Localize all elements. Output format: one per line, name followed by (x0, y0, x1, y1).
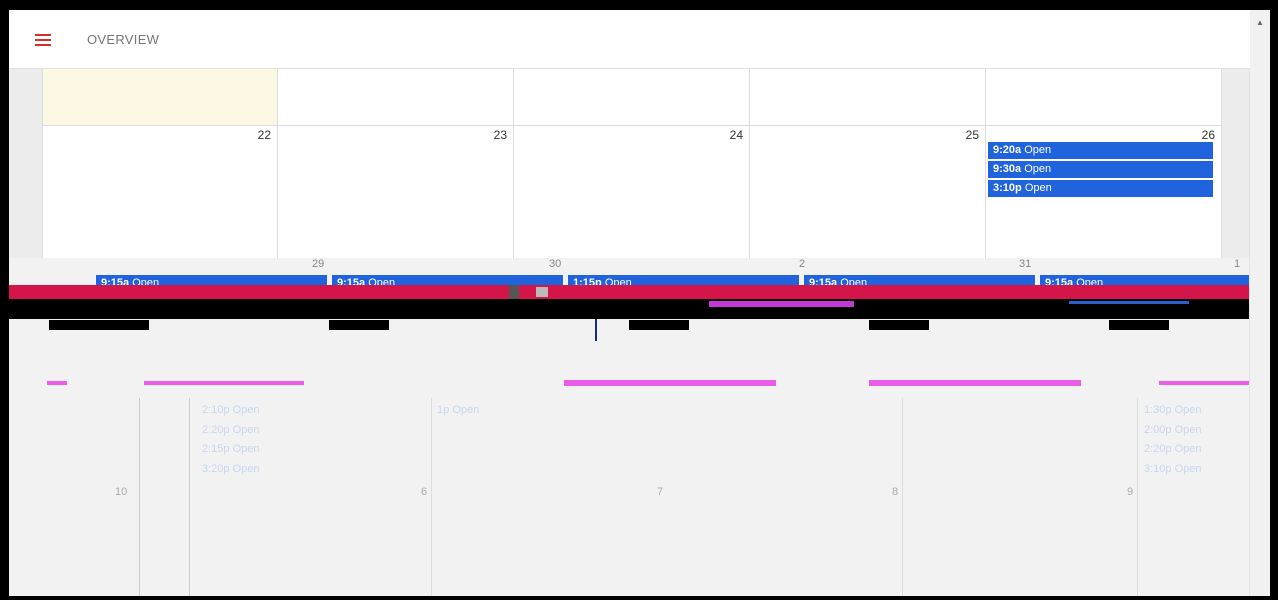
calendar-event[interactable]: 9:30a Open (988, 161, 1213, 178)
faint-event: 2:00p Open (1144, 424, 1202, 436)
calendar-day[interactable]: 25 (750, 126, 986, 269)
faint-event: 3:10p Open (1144, 463, 1202, 475)
calendar-week (42, 68, 1222, 126)
glitch-band (144, 381, 304, 385)
day-number: 25 (965, 128, 979, 142)
event-time: 9:20a (993, 144, 1022, 156)
glitch-band (139, 398, 140, 596)
glitch-band (564, 380, 776, 386)
day-number: 2 (799, 258, 806, 270)
render-glitch-area: 29 30 31 1 2 9:15a Open 9:15a Open 1:15p… (9, 258, 1270, 596)
glitch-band (629, 320, 689, 330)
day-number: 1 (1234, 258, 1241, 270)
glitch-band (869, 380, 1081, 386)
calendar-day-today[interactable] (42, 68, 278, 126)
calendar-day[interactable] (278, 68, 514, 126)
top-app-bar: OVERVIEW (9, 10, 1250, 69)
calendar-day[interactable] (986, 68, 1222, 126)
day-number: 9 (1127, 486, 1134, 498)
day-number: 8 (892, 486, 899, 498)
calendar-day[interactable] (514, 68, 750, 126)
event-label: Open (1024, 163, 1052, 175)
glitch-band (9, 299, 1270, 319)
glitch-band (47, 381, 67, 385)
vertical-scrollbar[interactable]: ▲ (1249, 10, 1270, 596)
day-number: 26 (1201, 128, 1215, 142)
faint-event: 2:20p Open (202, 424, 260, 436)
day-number: 30 (549, 258, 562, 270)
event-label: Open (1024, 144, 1052, 156)
day-number: 22 (257, 128, 271, 142)
calendar-day[interactable]: 22 (42, 126, 278, 269)
scroll-up-arrow-icon[interactable]: ▲ (1256, 18, 1264, 27)
day-number: 6 (421, 486, 428, 498)
faint-event: 1:30p Open (1144, 404, 1202, 416)
day-number: 10 (115, 486, 128, 498)
calendar-day[interactable]: 26 9:20a Open 9:30a Open 3:10p Open (986, 126, 1222, 269)
day-number: 31 (1019, 258, 1032, 270)
day-number: 23 (493, 128, 507, 142)
hamburger-menu-icon[interactable] (35, 34, 51, 46)
faint-event: 3:20p Open (202, 463, 260, 475)
event-time: 3:10p (993, 182, 1022, 194)
glitch-band (595, 319, 597, 341)
app-window: OVERVIEW 22 23 24 25 26 (9, 10, 1270, 596)
event-label: Open (1024, 182, 1052, 194)
glitch-band (869, 320, 929, 330)
day-number: 24 (729, 128, 743, 142)
faint-event: 2:15p Open (202, 443, 260, 455)
calendar-day[interactable]: 24 (514, 126, 750, 269)
glitch-band (431, 398, 432, 596)
day-number: 29 (312, 258, 325, 270)
page-title: OVERVIEW (87, 32, 160, 47)
calendar-day[interactable]: 23 (278, 126, 514, 269)
calendar-week: 22 23 24 25 26 9:20a Open 9:30a Open (42, 126, 1222, 269)
glitch-band (189, 398, 190, 596)
calendar-day[interactable] (750, 68, 986, 126)
glitch-band (1159, 381, 1259, 385)
day-number: 7 (657, 486, 664, 498)
calendar-event[interactable]: 9:20a Open (988, 142, 1213, 159)
calendar-event[interactable]: 3:10p Open (988, 180, 1213, 197)
glitch-band (1109, 320, 1169, 330)
glitch-band (1137, 398, 1138, 596)
glitch-band (509, 285, 519, 299)
faint-event: 1p Open (437, 404, 480, 416)
glitch-band (709, 301, 854, 307)
glitch-band (329, 320, 389, 330)
glitch-band (1069, 301, 1189, 304)
faint-event: 2:20p Open (1144, 443, 1202, 455)
glitch-band (536, 287, 548, 297)
event-time: 9:30a (993, 163, 1022, 175)
glitch-band (9, 285, 1270, 299)
glitch-band (49, 320, 149, 330)
glitch-band (902, 398, 903, 596)
faint-event: 2:10p Open (202, 404, 260, 416)
